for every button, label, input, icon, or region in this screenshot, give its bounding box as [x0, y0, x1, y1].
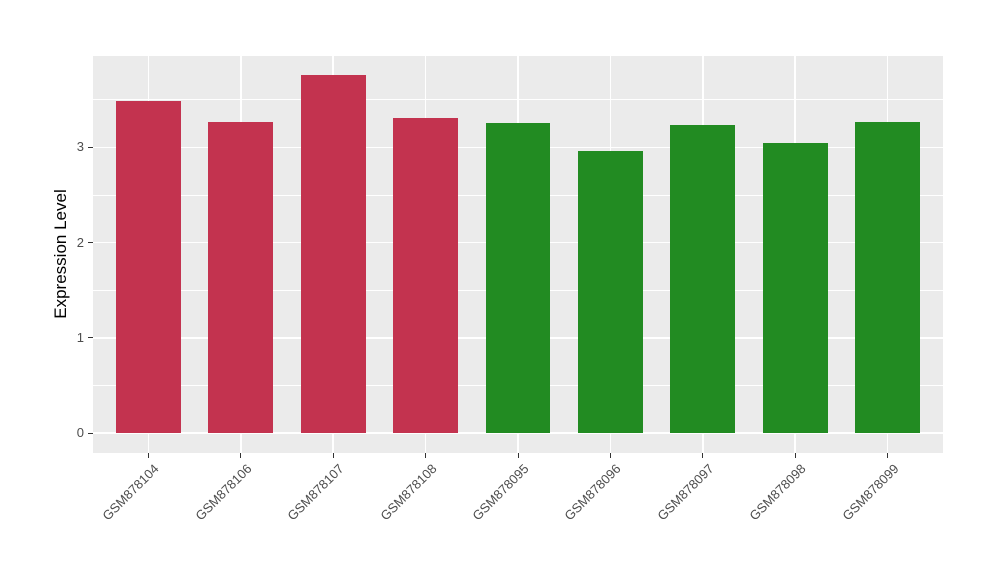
bar-GSM878108 — [393, 117, 458, 433]
x-tick-mark-GSM878108 — [425, 453, 427, 458]
y-tick-mark-2 — [88, 242, 93, 244]
y-tick-label-2: 2 — [76, 234, 84, 250]
x-tick-mark-GSM878107 — [332, 453, 334, 458]
y-axis-title: Expression Level — [51, 189, 70, 319]
bar-GSM878097 — [670, 125, 736, 433]
y-tick-mark-0 — [88, 432, 93, 434]
x-tick-label-GSM878104: GSM878104 — [99, 461, 163, 524]
x-tick-mark-GSM878097 — [702, 453, 704, 458]
bar-GSM878095 — [485, 122, 551, 433]
bar-GSM878106 — [208, 121, 274, 433]
x-tick-mark-GSM878106 — [240, 453, 242, 458]
x-tick-mark-GSM878099 — [887, 453, 889, 458]
x-tick-label-GSM878095: GSM878095 — [469, 461, 532, 524]
y-tick-mark-3 — [88, 146, 93, 148]
bar-GSM878096 — [578, 151, 643, 433]
x-tick-label-GSM878106: GSM878106 — [192, 461, 255, 524]
bar-GSM878107 — [300, 75, 366, 433]
bar-GSM878098 — [762, 142, 828, 433]
bar-GSM878104 — [116, 100, 181, 433]
x-tick-mark-GSM878104 — [147, 453, 149, 458]
y-tick-label-0: 0 — [76, 425, 84, 440]
x-tick-label-GSM878096: GSM878096 — [561, 461, 625, 524]
bar-GSM878099 — [855, 121, 920, 433]
x-tick-mark-GSM878095 — [517, 453, 519, 458]
x-tick-label-GSM878108: GSM878108 — [376, 461, 440, 524]
x-tick-mark-GSM878098 — [794, 453, 796, 458]
x-tick-label-GSM878099: GSM878099 — [838, 461, 902, 524]
x-tick-mark-GSM878096 — [609, 453, 611, 458]
x-tick-label-GSM878098: GSM878098 — [746, 461, 809, 524]
x-tick-label-GSM878107: GSM878107 — [284, 461, 347, 524]
gridline-y-0 — [93, 432, 943, 434]
x-tick-label-GSM878097: GSM878097 — [654, 461, 717, 524]
y-tick-label-3: 3 — [76, 139, 84, 155]
y-tick-label-1: 1 — [76, 329, 84, 345]
gridline-y-minor-3.5 — [93, 99, 943, 101]
y-tick-mark-1 — [88, 337, 93, 339]
